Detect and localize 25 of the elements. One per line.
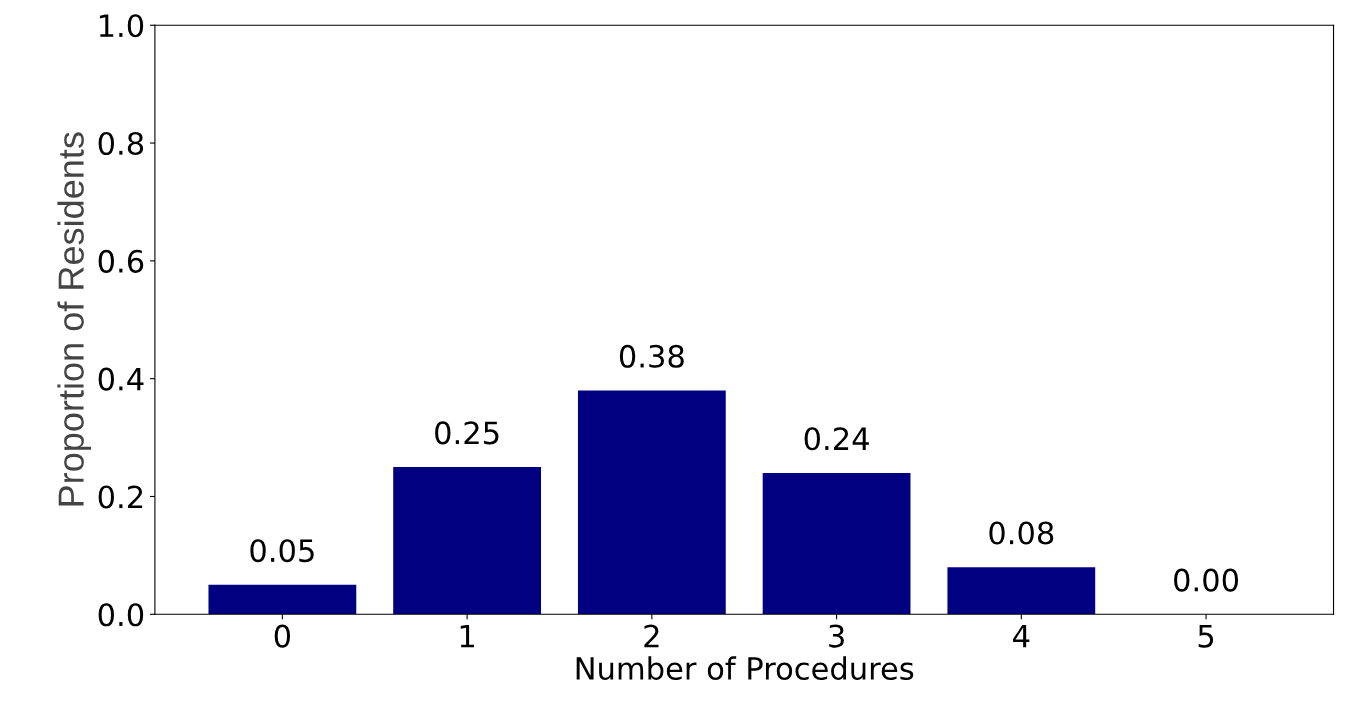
x-tick-label: 4 xyxy=(1013,624,1030,648)
bar xyxy=(577,390,726,615)
x-tick-label: 3 xyxy=(829,624,844,648)
y-tick-label: 1.0 xyxy=(99,14,144,38)
bar xyxy=(947,567,1096,615)
y-tick-label: 0.0 xyxy=(98,603,144,627)
x-tick-label: 2 xyxy=(644,624,659,648)
x-tick-label: 5 xyxy=(1198,624,1214,648)
y-tick-label: 0.8 xyxy=(98,131,144,156)
y-axis-title: Proportion of Residents xyxy=(57,132,92,506)
bar xyxy=(393,467,542,615)
data-label: 0.24 xyxy=(804,427,869,451)
x-axis-title: Number of Procedures xyxy=(576,656,914,681)
data-label: 0.25 xyxy=(435,421,499,445)
y-tick-label: 0.2 xyxy=(98,485,143,509)
y-tick-label: 0.6 xyxy=(98,249,144,273)
data-label: 0.38 xyxy=(619,344,684,368)
bar xyxy=(208,584,357,615)
data-label: 0.05 xyxy=(250,539,314,563)
x-tick-label: 1 xyxy=(460,624,475,648)
data-label: 0.08 xyxy=(989,521,1054,545)
y-tick-label: 0.4 xyxy=(98,367,144,391)
data-label: 0.00 xyxy=(1174,568,1239,592)
bar xyxy=(762,472,911,615)
x-tick-label: 0 xyxy=(274,624,291,648)
